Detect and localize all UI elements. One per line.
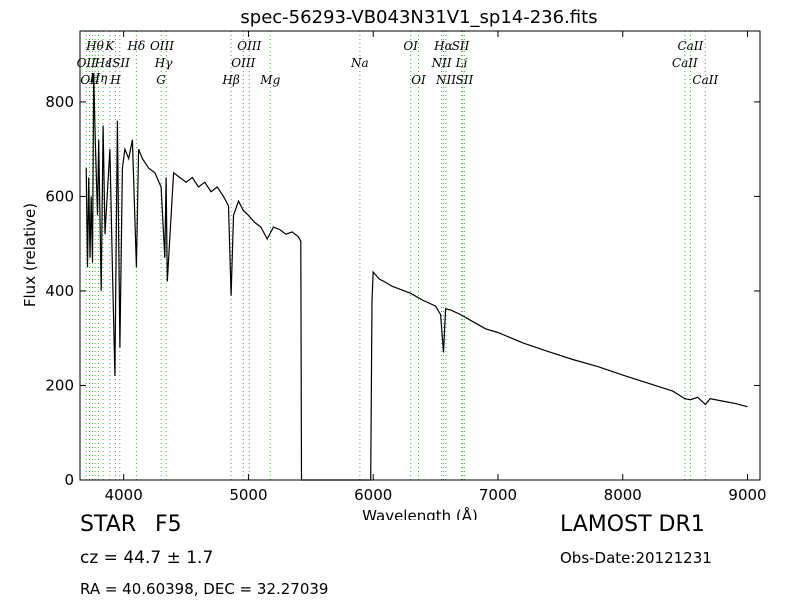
emission-line-label: OII [77, 56, 97, 70]
emission-line-label: Hε [94, 56, 112, 70]
emission-line-label: ISII [106, 56, 130, 70]
x-tick-label: 6000 [354, 486, 392, 504]
object-type: STAR [80, 512, 137, 537]
emission-line-label: CaII [677, 39, 703, 53]
emission-line-label: Hα [433, 39, 453, 53]
x-axis-label: Wavelength (Å) [362, 506, 478, 520]
emission-line-label: OII [80, 73, 100, 87]
emission-line-label: SII [456, 73, 474, 87]
emission-line-label: SII [452, 39, 470, 53]
emission-line-label: Na [350, 56, 369, 70]
y-tick-label: 400 [45, 282, 74, 300]
emission-line-label: CaII [692, 73, 718, 87]
plot-frame [79, 30, 761, 481]
emission-line-label: OIII [231, 56, 255, 70]
y-tick-label: 600 [45, 187, 74, 205]
y-axis-label: Flux (relative) [21, 203, 39, 307]
emission-line-label: Hβ [221, 73, 239, 87]
spectrum-line [85, 73, 748, 481]
y-tick-label: 200 [45, 376, 74, 394]
x-tick-label: 9000 [728, 486, 766, 504]
emission-line-label: Hη [89, 71, 108, 85]
emission-line-label: Hγ [154, 56, 173, 70]
spectrum-chart: spec-56293-VB043N31V1_sp14-236.fits OIIO… [21, 7, 767, 520]
emission-line-label: NII [431, 56, 452, 70]
emission-line-label: OIII [237, 39, 261, 53]
emission-line-label: K [104, 39, 115, 53]
x-tick-label: 5000 [229, 486, 267, 504]
emission-line-label: Mg [259, 73, 280, 87]
x-tick-label: 4000 [105, 486, 143, 504]
emission-line-label: CaII [672, 56, 698, 70]
y-tick-label: 0 [64, 471, 74, 489]
chart-title: spec-56293-VB043N31V1_sp14-236.fits [240, 7, 597, 28]
redshift-value: cz = 44.7 ± 1.7 [80, 548, 214, 568]
x-tick-label: 8000 [604, 486, 642, 504]
emission-line-label: H [109, 73, 121, 87]
object-class: F5 [155, 512, 182, 537]
emission-line-label: Hδ [127, 39, 146, 53]
emission-line-markers [85, 31, 706, 480]
emission-line-label: Li [455, 56, 468, 70]
emission-line-label: OI [403, 39, 418, 53]
observation-date: Obs-Date:20121231 [560, 549, 712, 567]
emission-line-label: G [156, 73, 166, 87]
emission-line-label: OIII [150, 39, 174, 53]
axis-ticks: 4000 5000 6000 7000 8000 9000 0 200 400 600 800 [45, 31, 767, 504]
emission-line-label: Hθ [85, 39, 104, 53]
x-tick-label: 7000 [479, 486, 517, 504]
survey-name: LAMOST DR1 [560, 512, 705, 537]
y-tick-label: 800 [45, 93, 74, 111]
emission-line-label: NII [435, 73, 456, 87]
emission-line-label: OI [411, 73, 426, 87]
coordinates: RA = 40.60398, DEC = 32.27039 [80, 580, 329, 598]
